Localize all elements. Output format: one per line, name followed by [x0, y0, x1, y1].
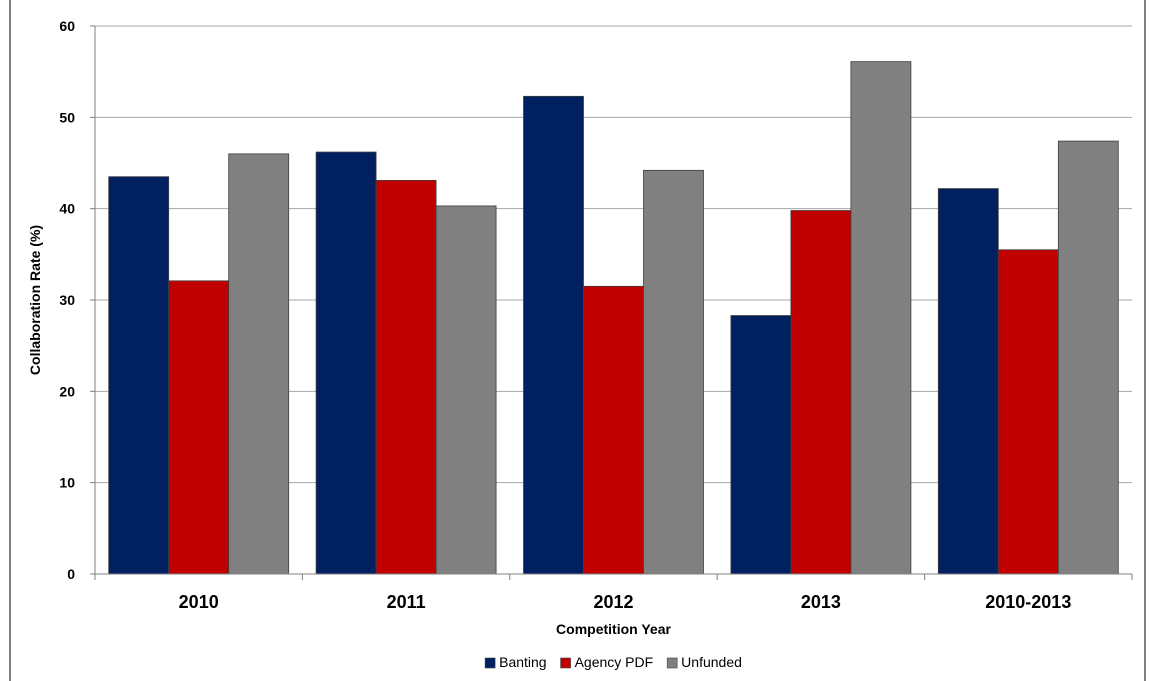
- y-tick-label: 50: [59, 109, 75, 125]
- legend-item-banting: Banting: [484, 654, 547, 670]
- legend-label: Banting: [499, 654, 546, 670]
- y-tick-label: 60: [59, 18, 75, 34]
- legend-item-unfunded: Unfunded: [666, 654, 742, 670]
- x-tick-label: 2013: [801, 592, 841, 612]
- y-axis-title: Collaboration Rate (%): [27, 225, 43, 375]
- y-tick-label: 0: [67, 566, 75, 582]
- y-tick-label: 20: [59, 383, 75, 399]
- y-tick-label: 30: [59, 292, 75, 308]
- bar-banting-2010: [108, 176, 170, 575]
- bars: [108, 61, 1119, 575]
- chart-frame: [9, 0, 1146, 681]
- bar-unfunded-2011: [435, 205, 497, 575]
- bar-banting-2011: [315, 151, 377, 575]
- bar-unfunded-2012: [643, 169, 704, 575]
- legend: Banting Agency PDF Unfunded: [484, 654, 742, 670]
- bar-agency-pdf-2010-2013: [997, 249, 1059, 575]
- bar-agency-pdf-2012: [583, 285, 644, 575]
- legend-swatch: [666, 657, 678, 669]
- bar-unfunded-2010: [228, 153, 290, 575]
- axes: [90, 25, 1133, 580]
- legend-label: Unfunded: [681, 654, 742, 670]
- bar-banting-2013: [730, 315, 792, 575]
- bar-agency-pdf-2013: [790, 210, 852, 575]
- x-tick-label: 2011: [387, 592, 426, 612]
- x-tick-label: 2010: [179, 592, 219, 612]
- legend-label: Agency PDF: [575, 654, 654, 670]
- bar-agency-pdf-2010: [168, 280, 230, 575]
- x-tick-labels: 2010 2011 2012 2013 2010-2013: [179, 592, 1072, 612]
- bar-unfunded-2013: [850, 61, 912, 575]
- bar-agency-pdf-2011: [375, 179, 437, 575]
- bar-banting-2012: [523, 95, 584, 575]
- y-tick-label: 40: [59, 201, 75, 217]
- bar-unfunded-2010-2013: [1057, 140, 1119, 575]
- legend-swatch: [560, 657, 571, 669]
- x-tick-label: 2012: [593, 592, 633, 612]
- legend-swatch: [484, 657, 496, 669]
- legend-item-agency-pdf: Agency PDF: [560, 654, 654, 670]
- x-axis-title: Competition Year: [556, 621, 671, 637]
- y-tick-labels: 0 10 20 30 40 50 60: [59, 18, 75, 582]
- bar-banting-2010-2013: [937, 188, 999, 575]
- y-tick-label: 10: [59, 475, 75, 491]
- x-tick-label: 2010-2013: [985, 592, 1071, 612]
